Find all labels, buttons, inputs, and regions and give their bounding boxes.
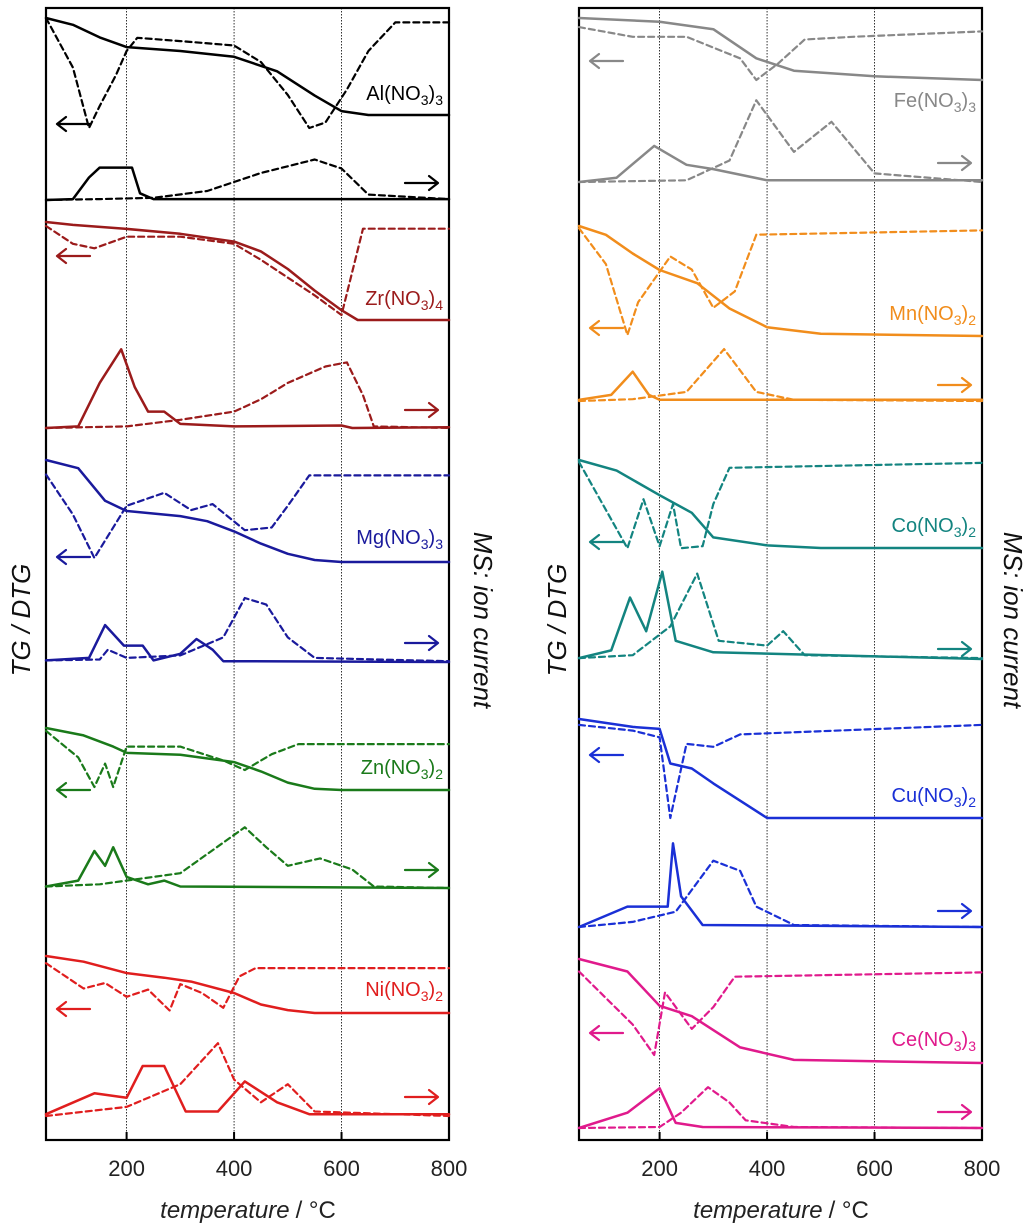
- al-ms-dashed-curve: [44, 158, 451, 202]
- right-y-axis-title-tg-dtg: TG / DTG: [542, 564, 572, 677]
- fe-ms-dashed-curve: [577, 99, 984, 184]
- ce-left-arrow-icon: [588, 1024, 625, 1042]
- left-x-tick-label-800: 800: [431, 1156, 468, 1181]
- mn-tg-curve: [577, 224, 984, 338]
- zr-right-arrow-icon: [403, 401, 440, 419]
- left-xlabel-unit: / °C: [296, 1197, 336, 1224]
- right-x-tick-label-200: 200: [641, 1156, 678, 1181]
- right-xlabel-unit: / °C: [829, 1197, 869, 1224]
- ni-sample-label: Ni(NO3)2: [365, 979, 443, 1004]
- co-ms-dashed-curve: [577, 572, 984, 660]
- zn-dtg-curve: [44, 729, 451, 789]
- mg-ms-solid-curve: [44, 623, 451, 664]
- left-x-tick-label-600: 600: [323, 1156, 360, 1181]
- ni-right-arrow-icon: [403, 1088, 440, 1106]
- ce-ms-solid-curve: [577, 1086, 984, 1130]
- cu-right-arrow-icon: [936, 902, 973, 920]
- left-panel-frame: [44, 6, 451, 1142]
- zn-ms-dashed-curve: [44, 826, 451, 890]
- left-tick-labels: 200 400 600 800: [108, 1156, 467, 1181]
- fe-sample-label: Fe(NO3)3: [894, 90, 976, 115]
- co-ms-solid-curve: [577, 570, 984, 661]
- right-x-tick-label-600: 600: [856, 1156, 893, 1181]
- zn-sample-label: Zn(NO3)2: [361, 757, 443, 782]
- zr-left-arrow-icon: [55, 247, 92, 265]
- al-ms-solid-curve: [44, 166, 451, 202]
- ce-sample-label: Ce(NO3)3: [892, 1029, 977, 1054]
- right-curves: [577, 16, 984, 1130]
- cu-tg-curve: [577, 717, 984, 820]
- al-left-arrow-icon: [55, 115, 92, 133]
- mn-ms-dashed-curve: [577, 348, 984, 403]
- zn-ms-solid-curve: [44, 846, 451, 890]
- mn-right-arrow-icon: [936, 376, 973, 394]
- right-panel-frame: [577, 6, 984, 1142]
- mn-left-arrow-icon: [588, 319, 625, 337]
- right-sample-labels: Fe(NO3)3 Mn(NO3)2 Co(NO3)2 Cu(NO3)2 Ce(NO3)3: [889, 90, 976, 1054]
- cu-ms-solid-curve: [577, 842, 984, 929]
- right-x-axis-title: temperature / °C: [693, 1197, 869, 1224]
- mg-sample-label: Mg(NO3)3: [356, 527, 443, 552]
- mg-right-arrow-icon: [403, 634, 440, 652]
- right-x-tick-label-800: 800: [964, 1156, 1001, 1181]
- fe-left-arrow-icon: [588, 52, 625, 70]
- left-x-tick-label-200: 200: [108, 1156, 145, 1181]
- cu-left-arrow-icon: [588, 746, 625, 764]
- fe-right-arrow-icon: [936, 154, 973, 172]
- zr-ms-dashed-curve: [44, 361, 451, 430]
- right-grid: [658, 8, 983, 1140]
- mg-tg-curve: [44, 458, 451, 564]
- al-dtg-curve: [44, 16, 451, 130]
- left-x-axis-title: temperature / °C: [160, 1197, 336, 1224]
- mg-dtg-curve: [44, 473, 451, 560]
- co-tg-curve: [577, 458, 984, 550]
- right-y-axis-title-ms: MS: ion current: [998, 532, 1024, 710]
- co-left-arrow-icon: [588, 533, 625, 551]
- mg-ms-dashed-curve: [44, 596, 451, 663]
- ce-ms-dashed-curve: [577, 1086, 984, 1130]
- zr-ms-solid-curve: [44, 348, 451, 430]
- co-dtg-curve: [577, 460, 984, 550]
- right-xlabel-italic: temperature: [693, 1197, 822, 1224]
- al-sample-label: Al(NO3)3: [366, 83, 443, 108]
- right-x-tick-label-400: 400: [749, 1156, 786, 1181]
- zn-left-arrow-icon: [55, 781, 92, 799]
- left-y-axis-title-tg-dtg: TG / DTG: [6, 564, 36, 677]
- left-xlabel-italic: temperature: [160, 1197, 289, 1224]
- right-tick-labels: 200 400 600 800: [641, 1156, 1000, 1181]
- ni-left-arrow-icon: [55, 1000, 92, 1018]
- zr-sample-label: Zr(NO3)4: [365, 288, 443, 313]
- ce-right-arrow-icon: [936, 1103, 973, 1121]
- mn-ms-solid-curve: [577, 370, 984, 402]
- ni-ms-solid-curve: [44, 1064, 451, 1116]
- mn-sample-label: Mn(NO3)2: [889, 303, 976, 328]
- cu-dtg-curve: [577, 723, 984, 820]
- mn-dtg-curve: [577, 227, 984, 337]
- zn-tg-curve: [44, 726, 451, 792]
- ce-tg-curve: [577, 957, 984, 1065]
- left-curves: [44, 16, 451, 1118]
- zr-dtg-curve: [44, 224, 451, 317]
- fe-dtg-curve: [577, 26, 984, 82]
- left-y-axis-title-ms: MS: ion current: [468, 532, 498, 710]
- fe-ms-solid-curve: [577, 144, 984, 184]
- ni-tg-curve: [44, 954, 451, 1015]
- cu-sample-label: Cu(NO3)2: [892, 785, 977, 810]
- ni-ms-dashed-curve: [44, 1042, 451, 1118]
- al-right-arrow-icon: [403, 174, 440, 192]
- fe-tg-curve: [577, 16, 984, 82]
- cu-ms-dashed-curve: [577, 859, 984, 929]
- zn-right-arrow-icon: [403, 861, 440, 879]
- left-x-tick-label-400: 400: [216, 1156, 253, 1181]
- left-grid: [125, 8, 450, 1140]
- mg-left-arrow-icon: [55, 548, 92, 566]
- co-right-arrow-icon: [936, 640, 973, 658]
- co-sample-label: Co(NO3)2: [892, 515, 977, 540]
- left-sample-labels: Al(NO3)3 Zr(NO3)4 Mg(NO3)3 Zn(NO3)2 Ni(NO3)2: [356, 83, 443, 1004]
- zr-tg-curve: [44, 220, 451, 322]
- ni-dtg-curve: [44, 962, 451, 1012]
- al-tg-curve: [44, 16, 451, 117]
